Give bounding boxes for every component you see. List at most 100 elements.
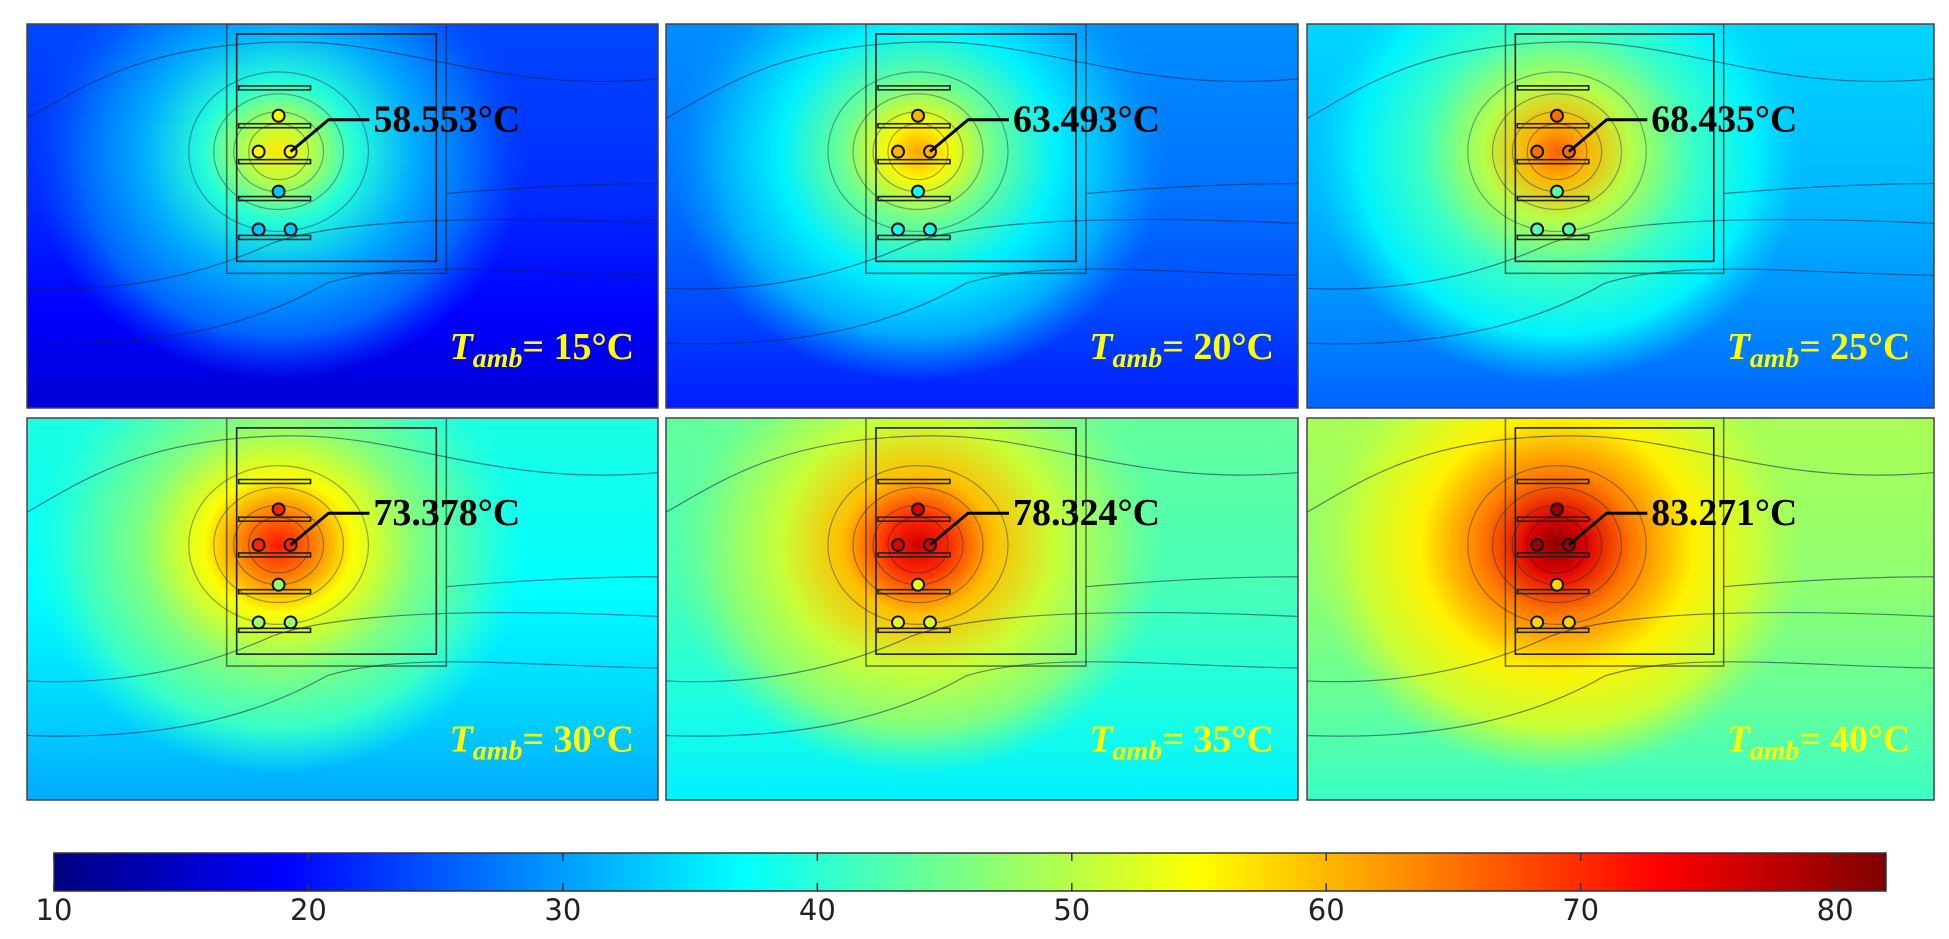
cable-5 [251,615,266,630]
cable-4 [911,577,925,592]
isotherm-lines [666,41,1298,345]
tunnel-structure [1504,418,1725,667]
ambient-label: Tamb= 30°C [450,718,634,766]
cable-1 [911,108,925,123]
ambient-label-var: T [1727,326,1752,368]
cable-1 [911,502,925,517]
max-temp-leader [289,511,370,547]
cable-6 [923,615,937,630]
max-temp-leader [1567,118,1648,153]
ambient-label-sub: amb [473,343,523,374]
cable-6 [1561,615,1576,630]
tunnel-structure [1504,24,1725,275]
hotspot-field [1309,24,1805,382]
panel-30: 73.378°C Tamb= 30°C [26,417,659,801]
panel-border [1306,23,1935,409]
ambient-label-value: = 15°C [522,326,634,368]
colorbar-tick-label: 30 [544,893,581,927]
cable-6 [283,615,298,630]
colorbar-tick-label: 60 [1308,893,1345,927]
colorbar-tick-label: 10 [36,893,73,927]
colorbar-tick-label: 20 [290,893,327,927]
hotspot-field [668,24,1168,382]
ambient-label: Tamb= 20°C [1089,326,1274,374]
colorbar-tick-label: 50 [1053,893,1090,927]
cable-5 [891,615,905,630]
hotspot-field [1309,418,1805,774]
max-temp-leader [289,118,370,153]
panel-35: 78.324°C Tamb= 35°C [665,417,1299,801]
panel-border [1306,417,1935,801]
ambient-label-var: T [450,718,475,760]
ambient-label: Tamb= 35°C [1089,719,1274,767]
isotherm-lines [1307,435,1935,737]
cable-4 [1550,184,1564,199]
colorbar-ticks: 10 20 30 40 50 60 70 80 [36,853,1854,927]
max-temp-label: 63.493°C [1013,99,1160,141]
cable-5 [1530,222,1545,237]
max-temp-label: 68.435°C [1651,99,1797,141]
cable-2 [891,538,905,552]
cable-5 [891,222,905,237]
colorbar-tick-label: 70 [1562,893,1599,927]
cable-1 [271,108,286,123]
cable-4 [271,184,286,199]
ambient-label-sub: amb [1112,735,1162,766]
tunnel-structure [225,24,448,275]
max-temp-label: 78.324°C [1013,492,1160,534]
ambient-label-sub: amb [1750,343,1799,374]
ambient-label-var: T [1727,718,1752,760]
panel-15: 58.553°C Tamb= 15°C [26,23,659,409]
ambient-label-value: = 40°C [1799,718,1910,760]
max-temp-leader [929,118,1009,153]
isotherm-lines [27,435,658,737]
cable-5 [1530,615,1545,630]
ambient-label-var: T [1089,326,1114,368]
cable-2 [1530,538,1545,552]
ambient-label-value: = 20°C [1162,326,1274,368]
cable-2 [1530,144,1545,159]
ambient-label-var: T [1089,719,1114,761]
isotherm-lines [1307,41,1935,345]
cable-5 [251,222,266,237]
cable-6 [1561,222,1576,237]
hotspot-field [29,24,529,382]
panel-border [665,417,1299,801]
max-temp-label: 58.553°C [373,99,520,141]
ambient-label-value: = 35°C [1162,719,1274,761]
panel-20: 63.493°C Tamb= 20°C [665,23,1299,409]
cable-6 [923,222,937,237]
ambient-label: Tamb= 25°C [1727,326,1910,374]
panel-border [665,23,1299,409]
ambient-label: Tamb= 40°C [1727,718,1910,766]
cable-4 [271,577,286,592]
tunnel-structure [865,418,1087,667]
ambient-label-sub: amb [1112,343,1162,374]
colorbar-tick-label: 80 [1817,893,1854,927]
tunnel-structure [225,418,448,667]
ambient-label-sub: amb [1750,735,1799,766]
cable-1 [1550,108,1564,123]
ambient-label-value: = 30°C [522,718,634,760]
colorbar-bar [53,852,1887,892]
isotherm-lines [666,435,1298,737]
panel-border [26,23,659,409]
max-temp-leader [929,511,1009,547]
max-temp-label: 73.378°C [373,492,520,534]
colorbar-tick-label: 40 [799,893,836,927]
ambient-label: Tamb= 15°C [450,326,634,374]
cable-1 [1550,502,1564,517]
ambient-label-sub: amb [473,735,523,766]
colorbar: 10 20 30 40 50 60 70 80 [36,852,1887,927]
cable-2 [251,538,266,552]
cable-4 [1550,577,1564,592]
max-temp-label: 83.271°C [1651,492,1797,534]
cable-2 [251,144,266,159]
ambient-label-value: = 25°C [1799,326,1910,368]
cable-6 [283,222,298,237]
cable-2 [891,144,905,159]
hotspot-field [668,418,1168,774]
cable-1 [271,502,286,517]
max-temp-leader [1567,511,1648,547]
